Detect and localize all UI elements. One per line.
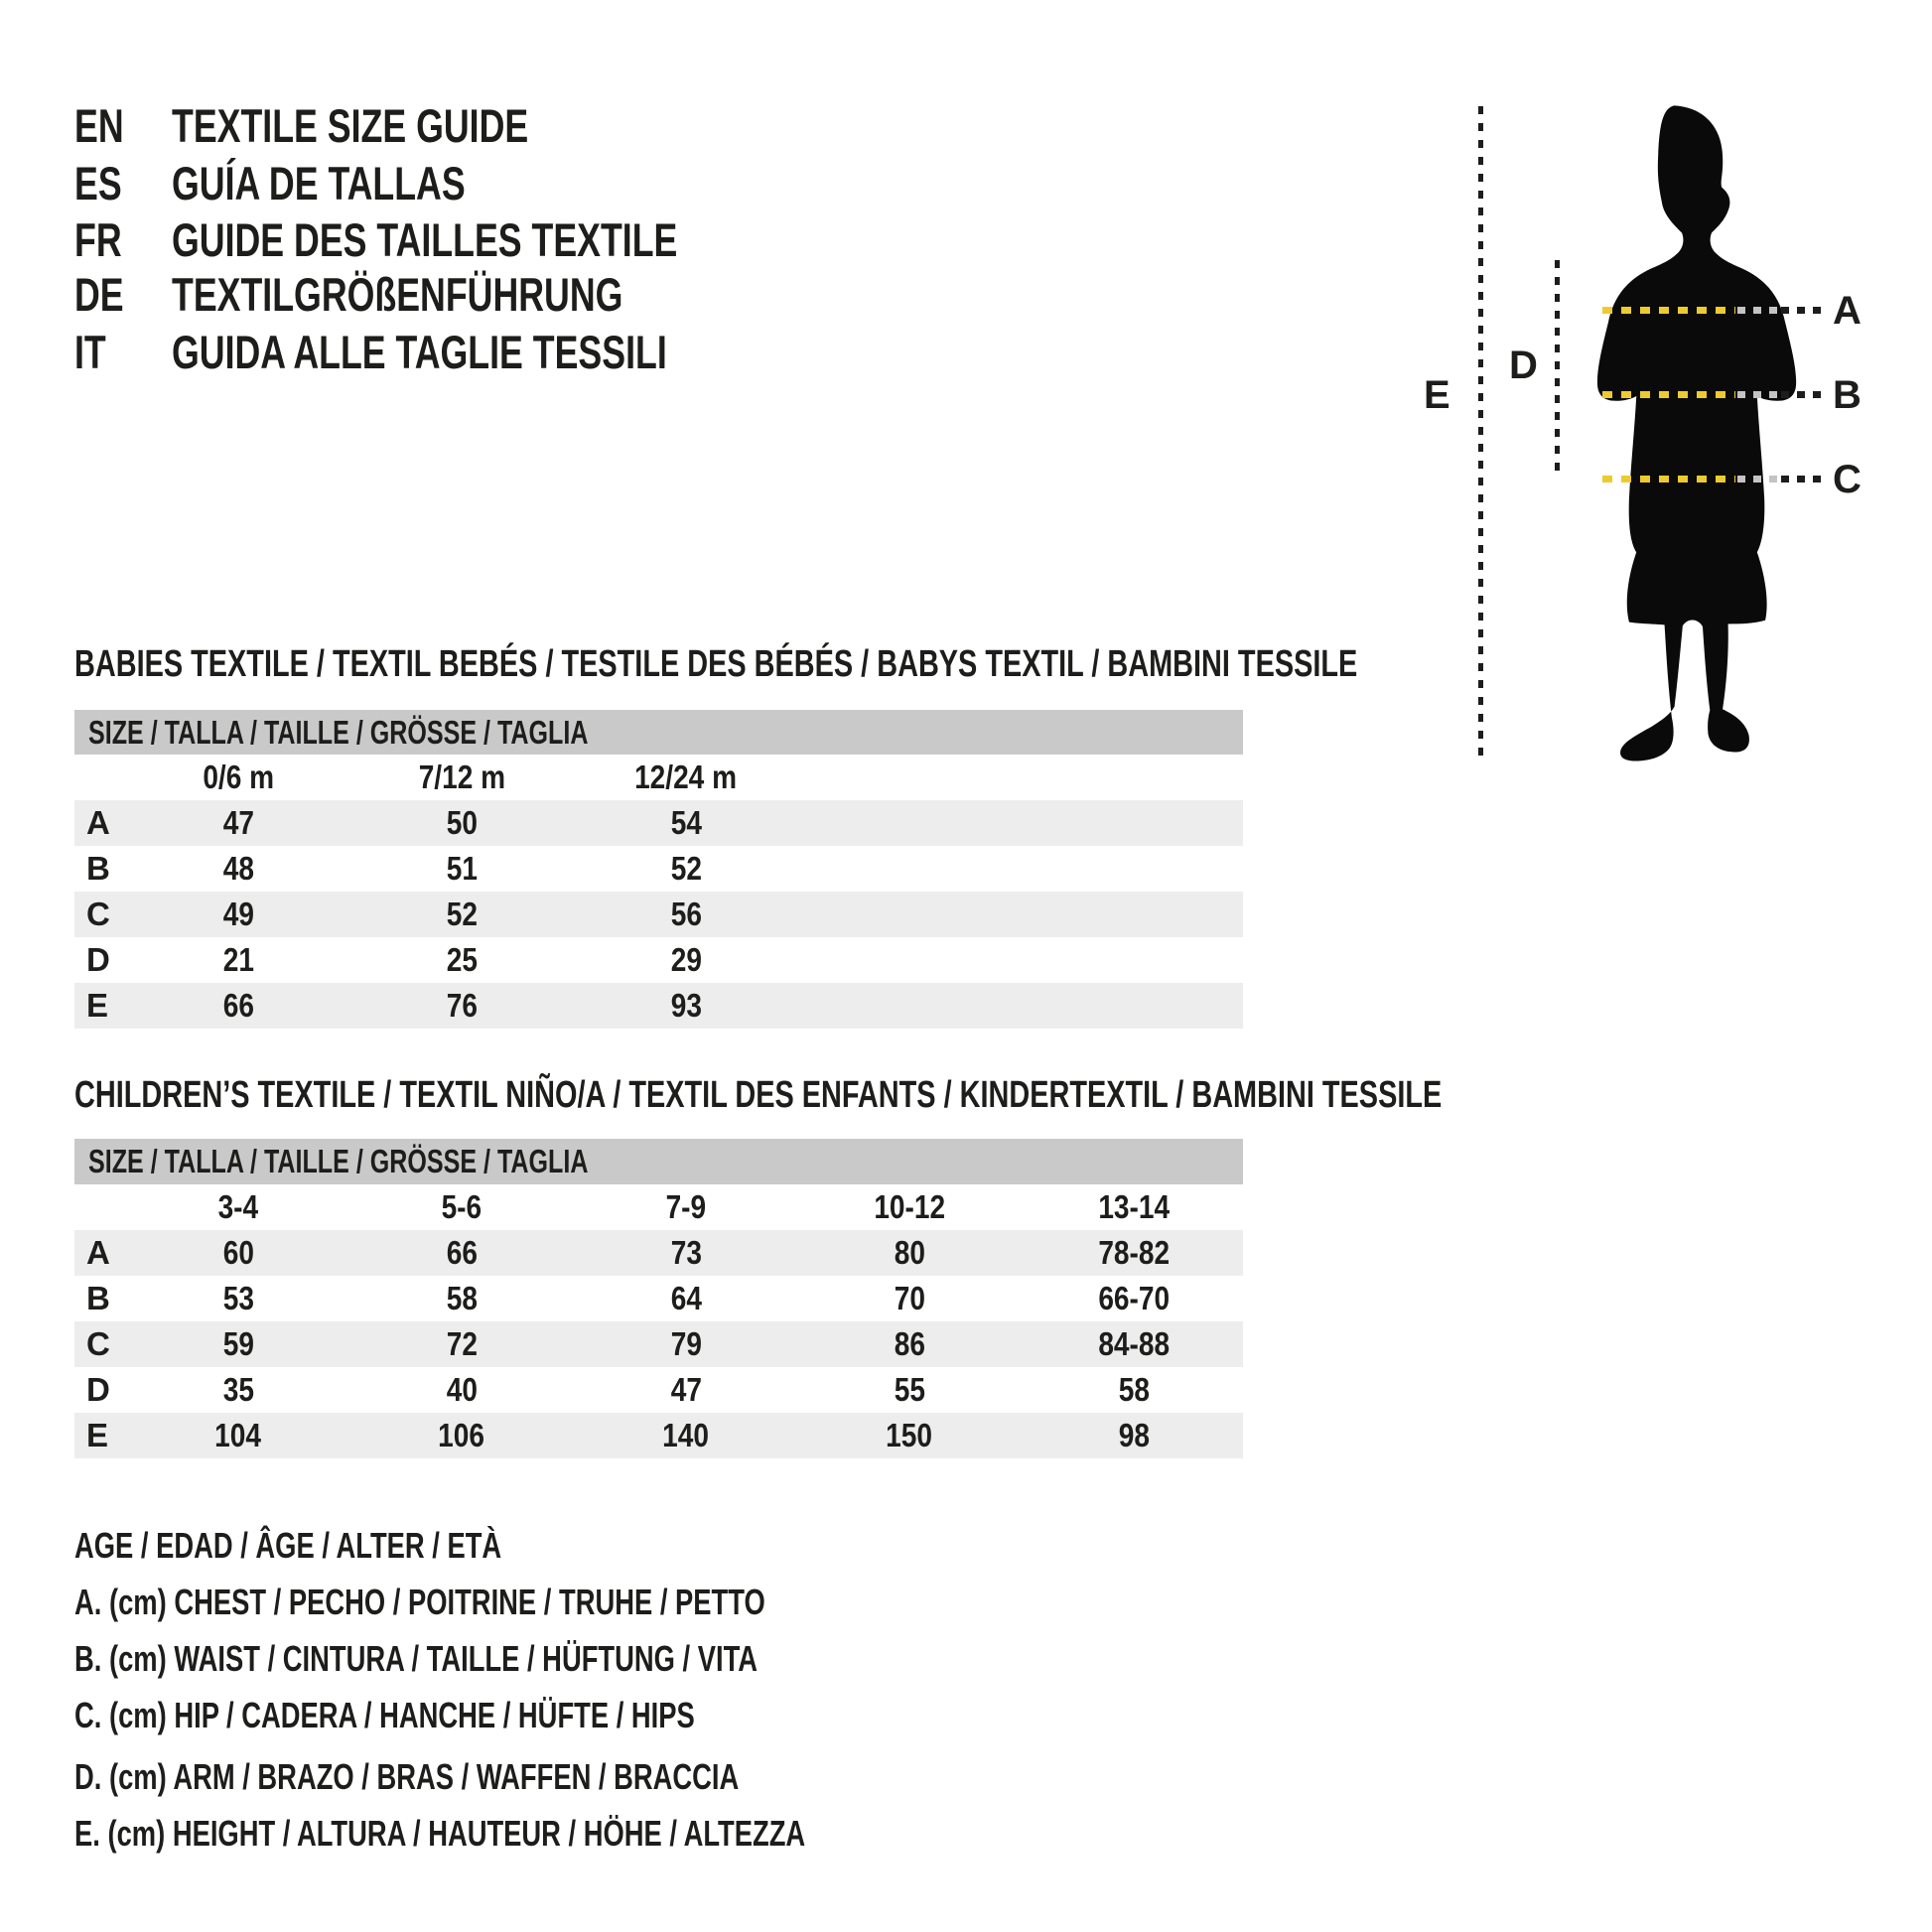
babies-col-7-12m: 7/12 m: [418, 759, 505, 795]
arm-measure-line-d: [1555, 260, 1560, 471]
babies-column-header-row: 0/6 m 7/12 m 12/24 m: [74, 755, 1243, 800]
babies-heading: BABIES TEXTILE / TEXTIL BEBÉS / TESTILE …: [74, 643, 1358, 685]
babies-col-0-6m: 0/6 m: [203, 759, 274, 795]
children-row-e: E 104 106 140 150 98: [74, 1413, 1243, 1458]
children-row-d: D 35 40 47 55 58: [86, 1371, 1150, 1408]
legend-arm: D. (cm) ARM / BRAZO / BRAS / WAFFEN / BR…: [74, 1756, 740, 1797]
figure-label-c: C: [1833, 458, 1862, 501]
waist-measure-line-b-lead: [1781, 391, 1825, 398]
children-col-7-9: 7-9: [665, 1188, 707, 1225]
children-row-c: C 59 72 79 86 84-88: [74, 1321, 1243, 1367]
legend-age: AGE / EDAD / ÂGE / ALTER / ETÀ: [74, 1525, 502, 1566]
legend-chest: A. (cm) CHEST / PECHO / POITRINE / TRUHE…: [74, 1582, 765, 1622]
legend-waist: B. (cm) WAIST / CINTURA / TAILLE / HÜFTU…: [74, 1638, 759, 1679]
babies-size-header-bar: SIZE / TALLA / TAILLE / GRÖSSE / TAGLIA: [74, 710, 1243, 755]
height-measure-line-e: [1478, 106, 1483, 763]
figure-label-d: D: [1509, 344, 1538, 387]
hip-measure-line-c-fade: [1737, 476, 1779, 483]
children-heading: CHILDREN’S TEXTILE / TEXTIL NIÑO/A / TEX…: [74, 1074, 1443, 1116]
waist-measure-line-b: [1602, 391, 1735, 398]
children-col-3-4: 3-4: [217, 1188, 259, 1225]
children-column-header-row: 3-4 5-6 7-9 10-12 13-14: [74, 1184, 1243, 1230]
lang-code-es: ES: [74, 157, 122, 209]
babies-row-c: C 49 52 56: [74, 892, 1243, 937]
children-col-10-12: 10-12: [874, 1188, 945, 1225]
babies-row-a: A 47 50 54: [74, 800, 1243, 846]
figure-label-b: B: [1833, 373, 1862, 417]
babies-row-d: D 21 25 29: [86, 941, 702, 978]
lang-code-de: DE: [74, 268, 124, 321]
lang-title-it: GUIDA ALLE TAGLIE TESSILI: [172, 326, 667, 378]
lang-title-en: TEXTILE SIZE GUIDE: [172, 99, 529, 152]
children-col-5-6: 5-6: [441, 1188, 483, 1225]
lang-title-es: GUÍA DE TALLAS: [172, 157, 466, 209]
lang-code-it: IT: [74, 326, 106, 378]
babies-row-b: B 48 51 52: [86, 850, 702, 887]
babies-col-12-24m: 12/24 m: [634, 759, 738, 795]
children-size-header-bar: SIZE / TALLA / TAILLE / GRÖSSE / TAGLIA: [74, 1139, 1243, 1184]
chest-measure-line-a-fade: [1737, 307, 1779, 314]
lang-title-de: TEXTILGRÖßENFÜHRUNG: [172, 268, 623, 321]
child-silhouette-icon: [1596, 105, 1797, 761]
children-row-a: A 60 66 73 80 78-82: [74, 1230, 1243, 1276]
hip-measure-line-c-lead: [1781, 476, 1825, 483]
legend-hip: C. (cm) HIP / CADERA / HANCHE / HÜFTE / …: [74, 1695, 695, 1735]
hip-measure-line-c: [1602, 476, 1735, 483]
babies-row-e: E 66 76 93: [74, 983, 1243, 1029]
lang-code-en: EN: [74, 99, 124, 152]
figure-label-a: A: [1833, 289, 1862, 333]
legend-height: E. (cm) HEIGHT / ALTURA / HAUTEUR / HÖHE…: [74, 1813, 806, 1854]
chest-measure-line-a: [1602, 307, 1735, 314]
lang-title-fr: GUIDE DES TAILLES TEXTILE: [172, 213, 678, 266]
children-col-13-14: 13-14: [1098, 1188, 1170, 1225]
children-row-b: B 53 58 64 70 66-70: [86, 1280, 1170, 1316]
chest-measure-line-a-lead: [1781, 307, 1825, 314]
lang-code-fr: FR: [74, 213, 122, 266]
waist-measure-line-b-fade: [1737, 391, 1779, 398]
figure-label-e: E: [1424, 373, 1450, 417]
